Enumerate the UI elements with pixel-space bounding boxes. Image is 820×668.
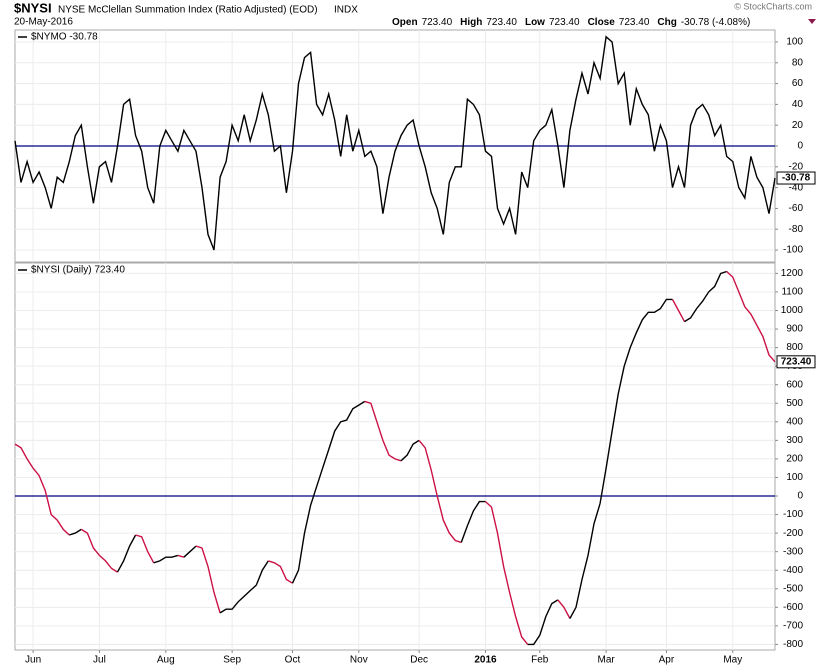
- y-tick-label: -40: [789, 182, 804, 193]
- copyright: © StockCharts.com: [734, 1, 812, 11]
- quote-value: 723.40: [486, 17, 517, 28]
- legend: $NYSI (Daily) 723.40: [31, 265, 125, 276]
- series-line: [135, 534, 155, 564]
- quote-value: 723.40: [422, 17, 453, 28]
- y-tick-label: 0: [797, 141, 803, 152]
- series-line: [557, 599, 571, 619]
- y-tick-label: 100: [786, 472, 803, 483]
- y-tick-label: 0: [797, 491, 803, 502]
- last-value-box: [776, 171, 816, 185]
- y-tick-label: 20: [792, 120, 804, 131]
- y-tick-label: 800: [786, 342, 803, 353]
- date: 20-May-2016: [14, 17, 73, 28]
- x-tick-label: Feb: [531, 655, 549, 666]
- symbol: $NYSI: [14, 0, 52, 15]
- y-tick-label: 500: [786, 398, 803, 409]
- series-line: [364, 400, 402, 462]
- series-line: [684, 270, 727, 323]
- x-tick-label: Dec: [410, 655, 428, 666]
- y-tick-label: 200: [786, 454, 803, 465]
- x-tick-label: Aug: [157, 655, 175, 666]
- quote-label: Open: [392, 17, 418, 28]
- series-line: [153, 554, 179, 564]
- series-line: [671, 299, 686, 322]
- series-line: [400, 439, 420, 462]
- x-tick-label: Sep: [223, 655, 241, 666]
- panel: [14, 262, 776, 651]
- quote-label: Close: [588, 17, 616, 28]
- y-tick-label: -700: [783, 621, 803, 632]
- last-value-label: -30.78: [782, 173, 811, 184]
- series-line: [527, 599, 559, 646]
- last-value-box: [776, 355, 816, 369]
- x-tick-label: Oct: [285, 655, 301, 666]
- y-tick-label: 1100: [781, 287, 803, 298]
- y-tick-label: 600: [786, 379, 803, 390]
- y-tick-label: -400: [783, 565, 803, 576]
- series-line: [726, 270, 776, 363]
- y-tick-label: -100: [783, 245, 803, 256]
- series-line: [485, 501, 529, 645]
- series-line: [569, 298, 673, 619]
- x-tick-label: Jul: [93, 655, 106, 666]
- y-tick-label: -20: [789, 161, 804, 172]
- y-tick-label: 100: [786, 37, 803, 48]
- quote-value: -30.78 (-4.08%): [681, 17, 750, 28]
- legend: $NYMO -30.78: [31, 32, 98, 43]
- quote-value: 723.40: [549, 17, 580, 28]
- y-tick-label: -600: [783, 602, 803, 613]
- series-line: [116, 534, 137, 573]
- x-tick-label: Jun: [25, 655, 41, 666]
- x-tick-label: May: [723, 655, 742, 666]
- series-line: [291, 400, 366, 584]
- quote-label: Chg: [657, 17, 676, 28]
- y-tick-label: 900: [786, 324, 803, 335]
- y-tick-label: -500: [783, 583, 803, 594]
- series-line: [183, 545, 197, 558]
- quote-label: High: [460, 17, 482, 28]
- series-line: [219, 560, 269, 614]
- y-tick-label: -60: [789, 203, 804, 214]
- y-tick-label: 60: [792, 78, 804, 89]
- y-tick-label: 40: [792, 99, 804, 110]
- y-tick-label: 300: [786, 435, 803, 446]
- series-line: [460, 500, 486, 543]
- y-tick-label: 1200: [781, 268, 804, 279]
- series-line: [177, 554, 185, 558]
- last-value-label: 723.40: [781, 356, 812, 367]
- series-line: [80, 528, 118, 573]
- x-tick-label: Nov: [350, 655, 368, 666]
- y-tick-label: -800: [783, 639, 803, 650]
- series-line: [195, 545, 221, 614]
- y-tick-label: -100: [783, 509, 803, 520]
- y-tick-label: -200: [783, 528, 803, 539]
- quote-value: 723.40: [619, 17, 650, 28]
- x-tick-label: 2016: [474, 655, 497, 666]
- y-tick-label: 1000: [781, 305, 804, 316]
- y-tick-label: 80: [792, 57, 804, 68]
- y-tick-label: -300: [783, 546, 803, 557]
- index-name: NYSE McClellan Summation Index (Ratio Ad…: [58, 5, 318, 16]
- x-tick-label: Apr: [659, 655, 675, 666]
- y-tick-label: 400: [786, 416, 803, 427]
- quote: Open 723.40 High 723.40 Low 723.40 Close 723.40…: [392, 17, 750, 28]
- menu-arrow: [808, 19, 816, 24]
- x-tick-label: Mar: [597, 655, 615, 666]
- series-line: [268, 560, 293, 584]
- series-line: [14, 35, 776, 251]
- quote-label: Low: [525, 17, 545, 28]
- exchange: INDX: [334, 5, 358, 16]
- y-tick-label: -80: [789, 224, 804, 235]
- series-line: [418, 439, 462, 544]
- series-line: [14, 443, 70, 536]
- series-line: [69, 528, 82, 536]
